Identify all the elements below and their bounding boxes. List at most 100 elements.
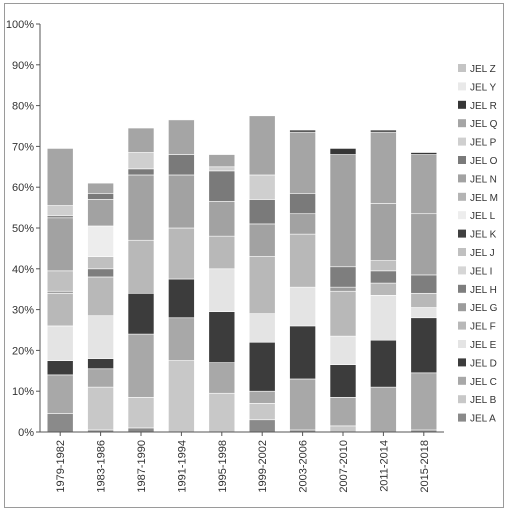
bar-segment-jel-f [208, 235, 236, 270]
bar-segment-jel-c [248, 390, 276, 404]
bar-segment-jel-e [46, 325, 74, 361]
bar-segment-jel-c [410, 372, 438, 431]
chart-frame [4, 3, 504, 508]
bar-segment-jel-q [248, 115, 276, 176]
legend-swatch [458, 376, 466, 385]
legend-item-jel-o: JEL O [458, 156, 498, 167]
legend-label: JEL Y [470, 82, 496, 93]
bar-segment-jel-n [87, 199, 114, 227]
bar-segment-jel-b [329, 425, 357, 433]
legend-label: JEL I [470, 266, 492, 277]
legend-item-jel-p: JEL P [458, 137, 497, 149]
bar-segment-jel-l [87, 225, 114, 257]
bar-segment-jel-q [87, 182, 114, 194]
x-axis: 1979-1982 1983-1986 1987-1990 1991-1994 1995… [40, 431, 444, 493]
legend-swatch [458, 266, 466, 275]
legend-label: JEL P [470, 138, 497, 149]
legend-label: JEL N [470, 174, 497, 185]
bar-segment-jel-j [370, 260, 397, 272]
bar-stack-2007-2010 [329, 148, 357, 433]
legend-item-jel-q: JEL Q [458, 119, 498, 130]
x-tick-label: 1995-1998 [217, 440, 229, 493]
legend-item-jel-n: JEL N [458, 174, 497, 185]
bar-segment-jel-e [329, 335, 357, 365]
bar-segment-jel-n [127, 174, 155, 241]
bar-segment-jel-f [370, 282, 397, 296]
legend-label: JEL B [470, 395, 497, 406]
bar-stack-1999-2002 [248, 115, 276, 433]
bar-segment-jel-c [127, 333, 155, 398]
legend-swatch [458, 321, 466, 330]
bar-segment-jel-f [168, 227, 195, 280]
legend-swatch [458, 192, 466, 201]
bar-segment-jel-q [370, 131, 397, 204]
legend-item-jel-h: JEL H [458, 284, 497, 296]
legend-item-jel-y: JEL Y [458, 82, 496, 93]
legend-swatch [458, 413, 466, 422]
bar-segment-jel-j [87, 256, 114, 270]
bar-segment-jel-q [289, 131, 316, 194]
bar-segment-jel-e [410, 307, 438, 319]
y-tick-label: 30% [12, 305, 34, 317]
x-tick-label: 1983-1986 [96, 440, 108, 493]
bar-stack-1983-1986 [87, 182, 114, 433]
bar-segment-jel-d [248, 341, 276, 392]
bar-segment-jel-f [127, 239, 155, 294]
bar-segment-jel-e [87, 315, 114, 359]
x-tick-label: 1991-1994 [176, 440, 188, 493]
bar-segment-jel-r [329, 148, 357, 155]
bar-segment-jel-d [370, 339, 397, 388]
legend-swatch [458, 156, 466, 164]
x-tick-label: 1979-1982 [55, 440, 67, 493]
y-axis: 0% 10% 20% 30% 40% 50% 60% 70% 80% 90% 100% [6, 19, 41, 439]
bar-segment-jel-o [127, 168, 155, 176]
bar-segment-jel-f [87, 276, 114, 317]
legend-swatch [458, 174, 466, 183]
bar-segment-jel-d [289, 325, 316, 380]
y-tick-label: 0% [18, 427, 34, 439]
legend-label: JEL G [470, 303, 498, 314]
bar-segment-jel-c [46, 374, 74, 414]
bar-segment-jel-d [127, 292, 155, 335]
bar-segment-jel-b [248, 403, 276, 421]
bar-segment-jel-e [370, 295, 397, 341]
bar-segment-jel-h [410, 274, 438, 294]
bar-segment-jel-a [127, 427, 155, 433]
legend-label: JEL Z [470, 64, 496, 75]
bar-segment-jel-d [208, 311, 236, 363]
y-tick-label: 50% [12, 223, 34, 235]
bar-segment-jel-q [127, 127, 155, 153]
bar-segment-jel-c [289, 378, 316, 431]
legend-swatch [458, 340, 466, 348]
bar-segment-jel-o [289, 193, 316, 215]
y-tick-label: 80% [12, 101, 34, 113]
legend-swatch [458, 100, 466, 109]
legend-label: JEL H [470, 285, 497, 296]
bar-segment-jel-o [168, 154, 195, 176]
x-tick-label: 2003-2006 [298, 440, 310, 493]
legend-item-jel-c: JEL C [458, 376, 497, 388]
bar-segment-jel-q [208, 154, 236, 168]
legend-label: JEL K [470, 230, 497, 241]
y-tick-label: 40% [12, 264, 34, 276]
y-tick-label: 90% [12, 60, 34, 72]
legend-item-jel-a: JEL A [458, 413, 496, 425]
bar-segment-jel-r [370, 129, 397, 133]
bar-segment-jel-q [168, 119, 195, 155]
y-tick-label: 10% [12, 386, 34, 398]
bar-stack-1987-1990 [127, 127, 155, 433]
legend-swatch [458, 137, 466, 146]
bar-segment-jel-r [289, 129, 316, 133]
bar-segment-jel-e [248, 313, 276, 343]
bar-stack-2003-2006 [289, 129, 316, 433]
legend-item-jel-k: JEL K [458, 229, 497, 241]
legend-label: JEL E [470, 340, 497, 351]
bar-segment-jel-n [248, 223, 276, 257]
legend-item-jel-l: JEL L [458, 211, 496, 222]
legend-item-jel-z: JEL Z [458, 64, 496, 75]
bar-segment-jel-q [46, 148, 74, 206]
legend-item-jel-m: JEL M [458, 192, 498, 204]
bar-segment-jel-q [410, 154, 438, 215]
legend-swatch [458, 82, 466, 91]
